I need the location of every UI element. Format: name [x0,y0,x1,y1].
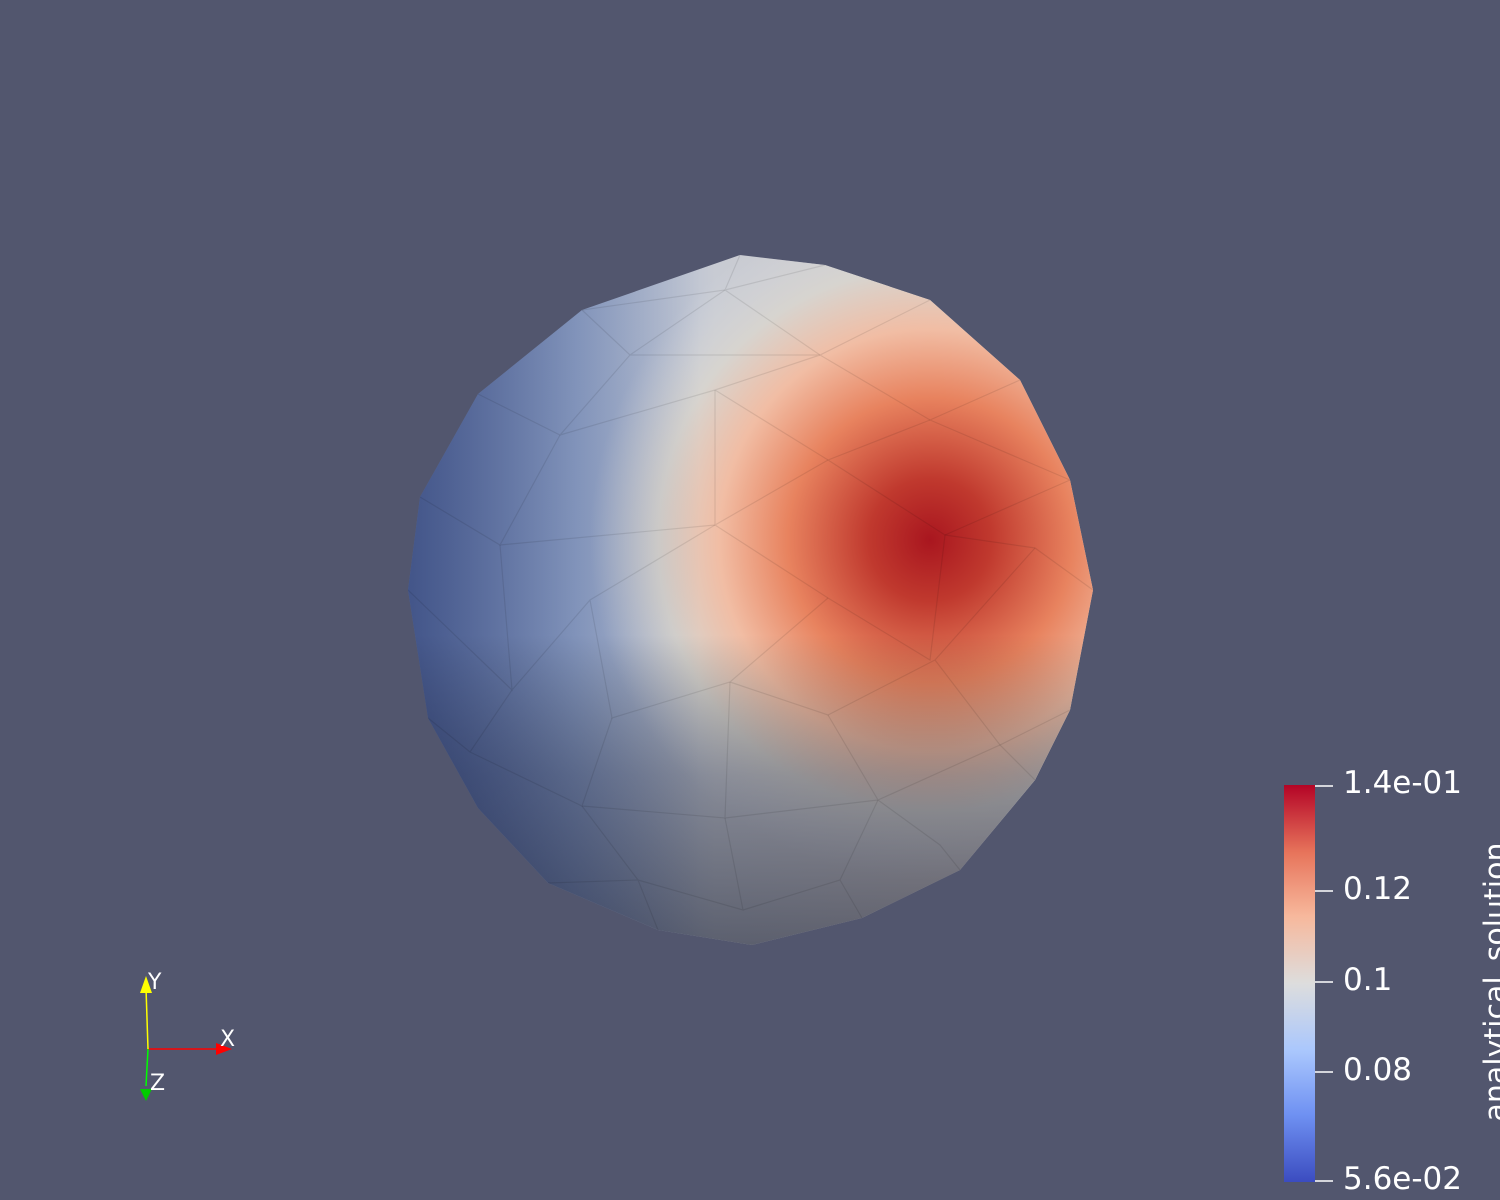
y-axis-line [145,987,149,1050]
x-axis-label: X [220,1027,236,1052]
z-axis-arrow [140,1089,152,1101]
colorbar-tick-label: 0.08 [1343,1052,1413,1088]
z-axis-label: Z [150,1071,166,1096]
orientation-axes[interactable] [140,976,232,1101]
left-shading [408,255,1093,945]
colorbar-title: analytical_solution [1478,842,1500,1122]
mesh-facets [408,255,1093,931]
colorbar-tick-label: 0.12 [1343,871,1413,907]
color-legend [1284,785,1333,1182]
colorbar-max-label: 1.4e-01 [1343,765,1463,801]
colorbar-min-label: 5.6e-02 [1343,1161,1463,1197]
colorbar-ticks [1315,785,1333,1182]
z-axis-line [145,1048,149,1087]
x-axis-arrow [216,1043,232,1055]
y-axis-label: Y [148,970,162,995]
sphere-mesh[interactable] [380,230,1120,970]
y-axis-arrow [140,976,152,993]
colorbar-gradient [1284,785,1315,1182]
colorbar-tick-label: 0.1 [1343,962,1393,998]
